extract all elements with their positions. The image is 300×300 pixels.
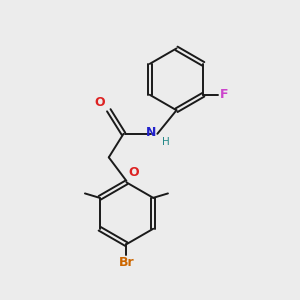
Text: O: O	[94, 96, 105, 109]
Text: H: H	[162, 137, 170, 147]
Text: Br: Br	[118, 256, 134, 269]
Text: O: O	[129, 166, 140, 179]
Text: F: F	[220, 88, 228, 101]
Text: N: N	[146, 126, 156, 139]
